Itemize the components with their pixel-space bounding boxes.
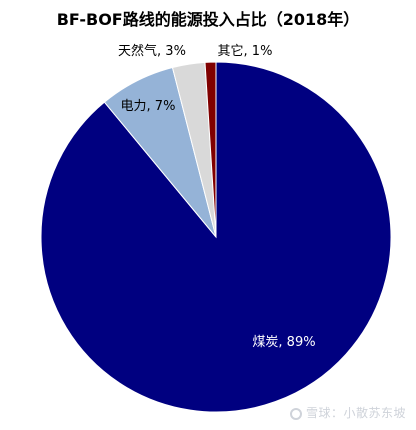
watermark-text: 雪球：小散苏东坡: [305, 406, 406, 420]
pie-slice-label-4: 其它, 1%: [218, 43, 273, 59]
pie-labels: 煤炭, 89% 电力, 7% 天然气, 3% 其它, 1%: [118, 43, 316, 350]
pie-slice-label-3: 天然气, 3%: [118, 43, 186, 59]
watermark: 雪球：小散苏东坡: [289, 404, 406, 421]
snowball-logo-icon: [289, 408, 302, 420]
chart-title: BF-BOF路线的能源投入占比（2018年）: [56, 10, 360, 29]
pie-slice-label-2: 电力, 7%: [121, 99, 176, 114]
pie-slices: [40, 61, 392, 413]
pie-slice-label-1: 煤炭, 89%: [252, 335, 315, 350]
pie-slice-4: [204, 61, 217, 238]
